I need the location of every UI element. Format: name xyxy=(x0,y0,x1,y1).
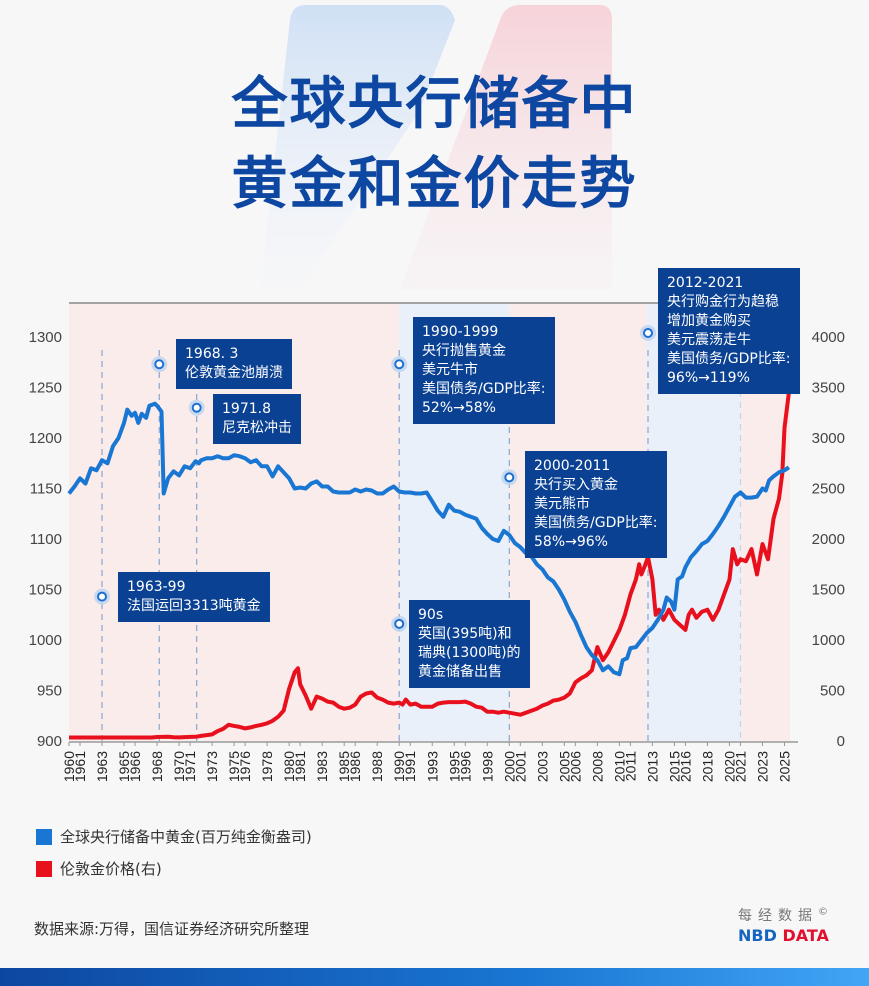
annotation-box: 2000-2011 央行买入黄金 美元熊市 美国债务/GDP比率: 58%→96… xyxy=(525,451,667,558)
x-tick-label: 2005 xyxy=(556,751,572,782)
x-tick-label: 2025 xyxy=(776,751,792,782)
y-tick-left: 1200 xyxy=(29,430,62,447)
legend-item-reserves[interactable]: 全球央行储备中黄金(百万纯金衡盎司) xyxy=(36,826,312,847)
y-tick-right: 2500 xyxy=(812,481,845,498)
x-tick-label: 1998 xyxy=(479,751,495,782)
x-tick-label: 1990 xyxy=(391,751,407,782)
x-tick-label: 1975 xyxy=(226,751,242,782)
london-gold-price-line xyxy=(69,392,791,740)
x-tick-label: 1968 xyxy=(149,751,165,782)
copyright-icon: © xyxy=(818,906,828,918)
y-tick-right: 2000 xyxy=(812,531,845,548)
x-tick-label: 2003 xyxy=(534,751,550,782)
x-tick-label: 2010 xyxy=(611,751,627,782)
legend-swatch-red xyxy=(36,860,52,877)
y-tick-right: 3000 xyxy=(812,430,845,447)
x-tick-label: 1980 xyxy=(281,751,297,782)
x-tick-label: 2023 xyxy=(754,751,770,782)
x-tick-label: 2011 xyxy=(622,751,638,781)
legend-swatch-blue xyxy=(36,828,52,845)
x-tick-label: 1978 xyxy=(259,751,275,782)
x-tick-label: 1981 xyxy=(292,751,308,782)
page-title-line2: 黄金和金价走势 xyxy=(231,152,638,217)
x-tick-label: 1996 xyxy=(457,751,473,782)
y-tick-right: 0 xyxy=(837,733,845,750)
x-tick-label: 1983 xyxy=(314,751,330,782)
y-tick-left: 900 xyxy=(37,733,62,750)
data-source: 数据来源:万得，国信证券经济研究所整理 xyxy=(34,920,310,938)
brand-nbd: NBD xyxy=(738,926,777,945)
y-tick-right: 3500 xyxy=(812,380,845,397)
y-tick-left: 1000 xyxy=(29,632,62,649)
annotation-box: 1971.8 尼克松冲击 xyxy=(213,394,301,444)
x-tick-label: 1965 xyxy=(116,751,132,782)
bottom-bar xyxy=(0,968,869,986)
x-tick-label: 1961 xyxy=(72,751,88,782)
x-tick-label: 1960 xyxy=(61,751,77,782)
x-tick-label: 1963 xyxy=(94,751,110,782)
page-title-line1: 全球央行储备中 xyxy=(231,72,638,137)
annotation-box: 1963-99 法国运回3313吨黄金 xyxy=(118,572,270,622)
x-tick-label: 1991 xyxy=(402,751,418,782)
annotation-box: 2012-2021 央行购金行为趋稳 增加黄金购买 美元震荡走牛 美国债务/GD… xyxy=(658,268,800,394)
x-tick-label: 2016 xyxy=(677,751,693,782)
legend-item-price[interactable]: 伦敦金价格(右) xyxy=(36,858,162,879)
y-tick-left: 1100 xyxy=(30,531,62,548)
y-tick-left: 1250 xyxy=(29,380,62,397)
event-markers xyxy=(94,324,657,632)
brand-cn: 每经数据 xyxy=(738,908,818,924)
annotation-box: 1990-1999 央行抛售黄金 美元牛市 美国债务/GDP比率: 52%→58… xyxy=(413,317,555,424)
legend-label: 全球央行储备中黄金(百万纯金衡盎司) xyxy=(60,828,312,846)
x-tick-label: 1971 xyxy=(182,751,198,782)
x-tick-label: 1995 xyxy=(446,751,462,782)
central-bank-gold-reserves-line xyxy=(67,401,791,677)
brand-logo: 每经数据© NBD DATA xyxy=(738,905,829,945)
left-y-axis: 900 950 1000 1050 1100 1150 1200 1250 1300 xyxy=(29,329,62,750)
brand-data: DATA xyxy=(782,926,829,945)
right-y-axis: 0 500 1000 1500 2000 2500 3000 3500 4000 xyxy=(812,329,845,750)
y-tick-left: 1050 xyxy=(29,582,62,599)
x-tick-label: 1993 xyxy=(424,751,440,782)
x-tick-label: 2008 xyxy=(589,751,605,782)
y-tick-left: 1150 xyxy=(30,481,62,498)
x-tick-label: 1976 xyxy=(237,751,253,782)
x-tick-label: 1986 xyxy=(347,751,363,782)
y-tick-right: 500 xyxy=(820,683,845,700)
x-tick-label: 1970 xyxy=(171,751,187,782)
y-tick-right: 1500 xyxy=(812,582,845,599)
y-tick-right: 4000 xyxy=(812,329,845,346)
annotation-box: 90s 英国(395吨)和 瑞典(1300吨)的 黄金储备出售 xyxy=(409,600,530,688)
x-tick-label: 2018 xyxy=(699,751,715,782)
x-tick-label: 2015 xyxy=(666,751,682,782)
x-tick-label: 2013 xyxy=(644,751,660,782)
x-tick-label: 2001 xyxy=(512,751,528,782)
x-tick-label: 2021 xyxy=(732,751,748,782)
legend-label: 伦敦金价格(右) xyxy=(60,860,162,878)
y-tick-left: 1300 xyxy=(29,329,62,346)
x-tick-label: 1973 xyxy=(204,751,220,782)
x-tick-label: 1985 xyxy=(336,751,352,782)
x-tick-label: 2000 xyxy=(501,751,517,782)
annotation-box: 1968. 3 伦敦黄金池崩溃 xyxy=(176,339,292,389)
y-tick-right: 1000 xyxy=(812,632,845,649)
x-tick-label: 2006 xyxy=(567,751,583,782)
x-tick-label: 1988 xyxy=(369,751,385,782)
y-tick-left: 950 xyxy=(37,683,62,700)
x-tick-label: 1966 xyxy=(127,751,143,782)
x-tick-label: 2020 xyxy=(721,751,737,782)
